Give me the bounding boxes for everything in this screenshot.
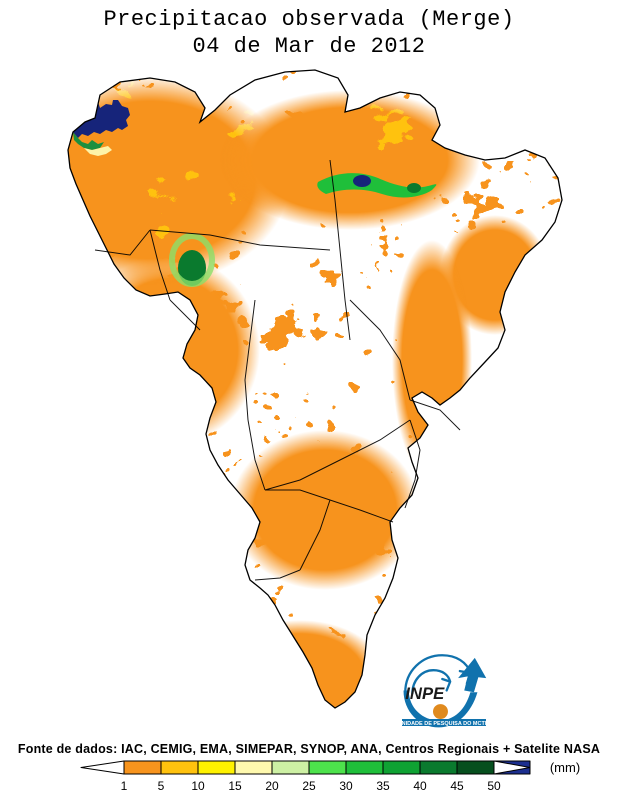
svg-text:UNIDADE DE PESQUISA DO MCTIC: UNIDADE DE PESQUISA DO MCTIC <box>398 721 491 727</box>
svg-text:INPE: INPE <box>405 684 445 703</box>
